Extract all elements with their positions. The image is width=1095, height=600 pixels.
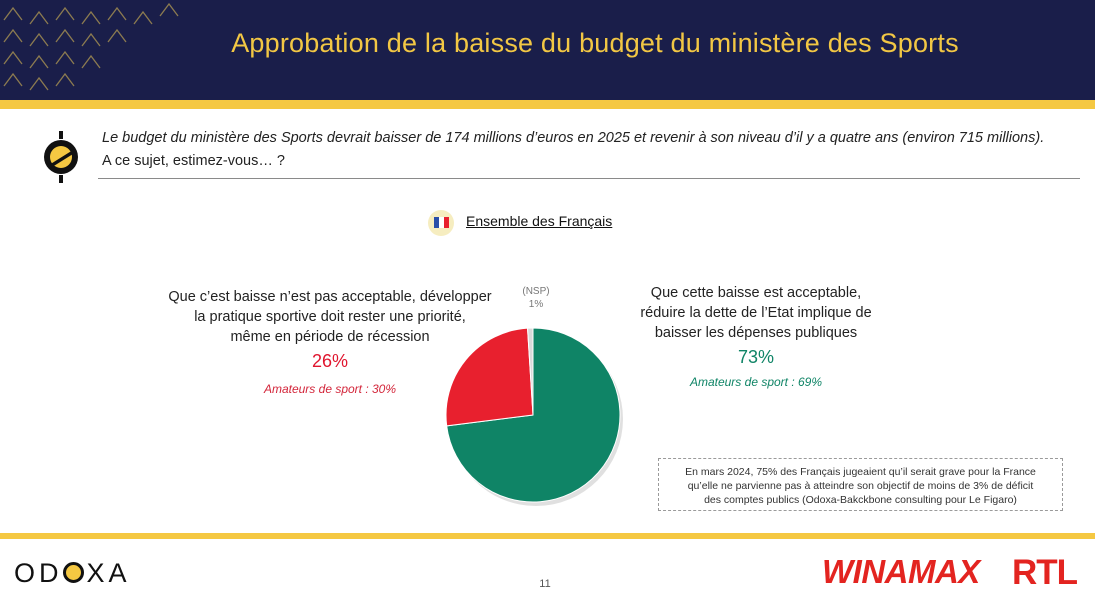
answer-not-acceptable-percent: 26% bbox=[311, 351, 349, 371]
rtl-logo: RTL bbox=[1012, 553, 1078, 592]
question-text: Le budget du ministère des Sports devrai… bbox=[102, 130, 1045, 146]
nsp-name: (NSP) bbox=[522, 286, 550, 297]
question-logo-icon bbox=[44, 131, 78, 183]
context-note-line-1: En mars 2024, 75% des Français jugeaient… bbox=[685, 466, 1036, 478]
header-underline bbox=[0, 100, 1095, 109]
context-note: En mars 2024, 75% des Français jugeaient… bbox=[658, 458, 1063, 511]
header-pattern-decoration bbox=[3, 2, 179, 91]
survey-question: Le budget du ministère des Sports devrai… bbox=[102, 127, 1062, 173]
population-label: Ensemble des Français bbox=[466, 213, 613, 229]
pie-slice-2 bbox=[527, 327, 534, 416]
sport-fans-acceptable: Amateurs de sport : 69% bbox=[689, 375, 823, 389]
nsp-label: (NSP) 1% bbox=[508, 285, 564, 311]
answer-not-acceptable: Que c’est baisse n’est pas acceptable, d… bbox=[160, 287, 500, 371]
page-title: Approbation de la baisse du budget du mi… bbox=[231, 28, 959, 58]
question-divider bbox=[98, 178, 1080, 179]
sport-fans-not-acceptable: Amateurs de sport : 30% bbox=[263, 382, 397, 396]
pie-slice-1 bbox=[445, 327, 534, 427]
france-flag-icon bbox=[428, 210, 454, 236]
odoxa-logo-o-icon bbox=[62, 562, 84, 583]
question-prompt: A ce sujet, estimez-vous… ? bbox=[102, 153, 285, 169]
answer-not-acceptable-line-3: même en période de récession bbox=[230, 329, 430, 345]
flag-red-stripe bbox=[444, 217, 449, 228]
winamax-logo: WINAMAX bbox=[822, 553, 980, 590]
context-note-line-2: qu’elle ne parvienne pas à atteindre son… bbox=[687, 480, 1034, 492]
odoxa-logo-start: OD bbox=[14, 558, 63, 588]
answer-acceptable-line-3: baisser les dépenses publiques bbox=[654, 325, 858, 341]
flag-blue-stripe bbox=[434, 217, 439, 228]
pie-chart bbox=[445, 327, 623, 506]
answer-not-acceptable-line-2: la pratique sportive doit rester une pri… bbox=[194, 309, 466, 325]
page-number: 11 bbox=[539, 578, 551, 590]
header-banner: Approbation de la baisse du budget du mi… bbox=[0, 0, 1095, 100]
answer-not-acceptable-line-1: Que c’est baisse n’est pas acceptable, d… bbox=[168, 289, 492, 305]
answer-acceptable-percent: 73% bbox=[737, 347, 775, 367]
nsp-percent: 1% bbox=[528, 299, 544, 310]
odoxa-logo-end: XA bbox=[86, 558, 131, 588]
context-note-line-3: des comptes publics (Odoxa-Bakckbone con… bbox=[704, 494, 1017, 506]
answer-acceptable: Que cette baisse est acceptable, réduire… bbox=[606, 283, 906, 367]
flag-white-stripe bbox=[439, 217, 444, 228]
footer-band bbox=[0, 533, 1095, 539]
answer-acceptable-line-1: Que cette baisse est acceptable, bbox=[650, 285, 862, 301]
odoxa-logo: OD XA bbox=[14, 558, 131, 589]
answer-acceptable-line-2: réduire la dette de l’Etat implique de bbox=[640, 305, 872, 321]
